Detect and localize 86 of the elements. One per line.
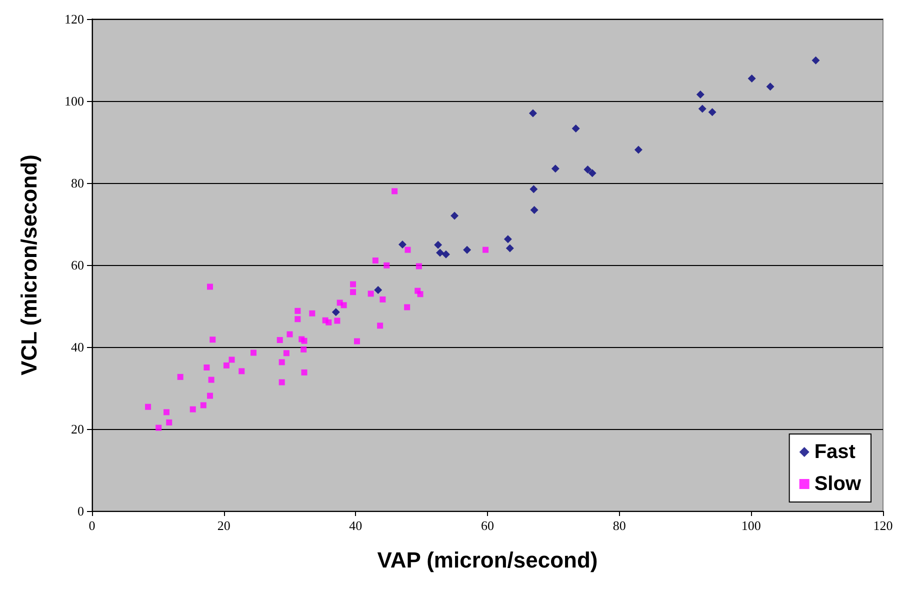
point xyxy=(156,424,162,431)
point xyxy=(145,404,152,410)
y-tick-label: 80 xyxy=(71,176,84,190)
point xyxy=(416,263,422,270)
point xyxy=(572,124,580,132)
point xyxy=(206,392,213,399)
point xyxy=(204,364,210,370)
point xyxy=(163,409,170,416)
point xyxy=(283,350,290,356)
point xyxy=(812,56,820,64)
y-tick-label: 60 xyxy=(71,258,84,272)
point xyxy=(326,319,332,326)
y-tick-label: 40 xyxy=(71,340,84,354)
point xyxy=(332,308,340,316)
point xyxy=(350,281,356,288)
y-tick-label: 100 xyxy=(64,94,84,108)
point xyxy=(404,246,411,253)
y-axis-title: VCL (micron/second) xyxy=(16,154,42,376)
x-tick-label: 20 xyxy=(217,518,230,533)
point xyxy=(294,308,301,314)
point xyxy=(450,212,459,220)
legend-label: Fast xyxy=(814,441,856,463)
x-axis-title: VAP (micron/second) xyxy=(377,548,598,572)
point xyxy=(228,356,235,363)
point xyxy=(166,419,172,426)
point xyxy=(276,337,283,344)
point xyxy=(354,338,360,344)
point xyxy=(434,240,442,249)
point xyxy=(530,185,538,194)
point xyxy=(436,248,444,257)
point xyxy=(504,235,512,244)
point xyxy=(442,250,450,258)
point xyxy=(506,244,514,252)
point xyxy=(210,336,216,343)
point xyxy=(696,90,704,98)
point xyxy=(528,109,537,118)
point xyxy=(588,169,596,178)
x-tick-label: 0 xyxy=(88,518,96,533)
y-tick-label: 20 xyxy=(71,422,84,436)
x-tick-label: 100 xyxy=(741,518,761,533)
y-tick-label: 120 xyxy=(64,12,84,26)
point xyxy=(530,206,538,214)
point xyxy=(392,188,398,194)
point xyxy=(223,362,230,368)
x-tick-label: 120 xyxy=(873,518,893,533)
point xyxy=(463,246,472,254)
point xyxy=(368,290,374,297)
point xyxy=(301,338,308,344)
point xyxy=(398,240,406,248)
point xyxy=(417,291,424,298)
point xyxy=(206,284,213,290)
point xyxy=(404,304,410,310)
point xyxy=(177,374,184,380)
point xyxy=(766,82,774,91)
x-tick-label: 80 xyxy=(612,518,626,533)
point xyxy=(340,302,347,308)
point xyxy=(374,286,382,294)
point xyxy=(309,310,316,316)
point xyxy=(551,164,560,173)
point xyxy=(384,262,390,268)
point xyxy=(584,165,592,174)
point xyxy=(286,331,293,338)
point xyxy=(301,369,308,376)
point xyxy=(380,296,386,302)
legend-label: Slow xyxy=(814,473,862,495)
x-tick-label: 40 xyxy=(349,518,362,533)
point xyxy=(708,108,716,116)
point xyxy=(698,104,706,113)
point xyxy=(372,257,378,264)
point xyxy=(748,74,756,82)
point xyxy=(634,146,642,154)
x-tick-label: 60 xyxy=(481,518,494,533)
point xyxy=(200,402,206,408)
y-tick-label: 0 xyxy=(78,504,84,518)
point xyxy=(294,316,301,322)
point xyxy=(350,289,356,296)
point xyxy=(482,246,489,253)
point xyxy=(208,376,214,383)
point xyxy=(190,406,196,412)
point xyxy=(278,359,285,366)
point xyxy=(300,346,307,352)
point xyxy=(377,322,384,329)
point xyxy=(250,350,256,356)
point xyxy=(334,318,340,324)
point xyxy=(238,368,245,374)
point xyxy=(278,379,285,386)
